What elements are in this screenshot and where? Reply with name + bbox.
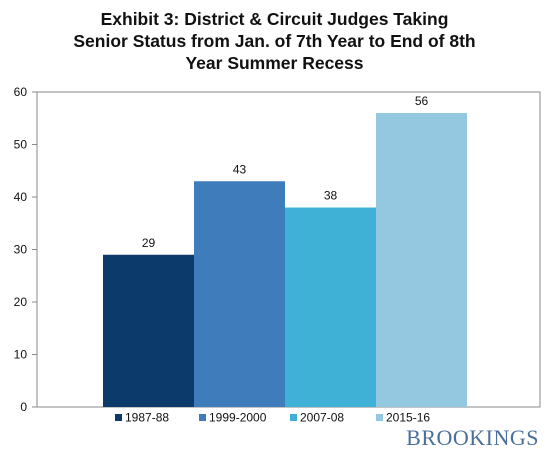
legend-swatch-2007-08 [290,414,297,421]
chart-title: Exhibit 3: District & Circuit Judges Tak… [0,8,549,74]
y-tick-label: 60 [14,85,28,99]
y-tick-label: 50 [14,138,28,152]
data-label-2007-08: 38 [324,189,338,203]
bar-2015-16 [376,113,467,407]
legend: 1987-88 1999-2000 2007-08 2015-16 [115,411,430,425]
bar-1999-2000 [194,181,285,407]
chart-title-line-2: Senior Status from Jan. of 7th Year to E… [73,31,476,51]
bar-1987-88 [103,254,194,407]
y-tick-label: 10 [14,348,28,362]
bar-2007-08 [285,207,376,407]
legend-label-2007-08: 2007-08 [300,411,344,425]
data-label-1999-2000: 43 [233,162,247,176]
legend-swatch-1987-88 [115,414,122,421]
legend-label-2015-16: 2015-16 [386,411,430,425]
y-tick-label: 20 [14,295,28,309]
legend-swatch-1999-2000 [199,414,206,421]
y-tick-label: 40 [14,190,28,204]
y-tick-label: 30 [14,243,28,257]
chart-title-line-1: Exhibit 3: District & Circuit Judges Tak… [100,9,449,29]
chart-title-line-3: Year Summer Recess [185,53,364,73]
y-tick-label: 0 [20,400,27,414]
data-label-2015-16: 56 [415,94,429,108]
brookings-logo: BROOKINGS [406,425,539,450]
bars [103,113,467,407]
legend-label-1987-88: 1987-88 [125,411,169,425]
legend-swatch-2015-16 [376,414,383,421]
data-labels: 29 43 38 56 [142,94,429,250]
legend-label-1999-2000: 1999-2000 [209,411,267,425]
data-label-1987-88: 29 [142,236,156,250]
